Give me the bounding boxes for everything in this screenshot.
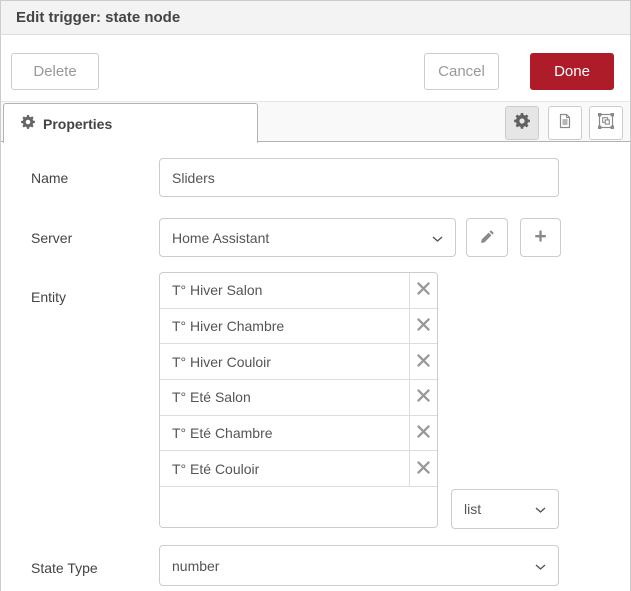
plus-icon: + [534, 224, 547, 248]
server-label: Server [31, 230, 73, 246]
chevron-down-icon [535, 558, 546, 574]
entity-item-row: T° Eté Salon [160, 380, 437, 416]
close-icon [417, 318, 430, 334]
entity-item-row: T° Hiver Couloir [160, 344, 437, 381]
toolbar-description-button[interactable] [548, 106, 582, 140]
server-select-value: Home Assistant [172, 229, 270, 246]
delete-button[interactable]: Delete [11, 53, 99, 90]
dialog-header: Edit trigger: state node [1, 1, 630, 35]
cancel-button[interactable]: Cancel [424, 53, 499, 90]
cog-icon [514, 112, 530, 134]
entity-item-value[interactable]: T° Hiver Chambre [172, 318, 285, 335]
tab-properties-label: Properties [43, 115, 113, 132]
entity-add-input[interactable] [160, 487, 437, 528]
chevron-down-icon [535, 501, 546, 517]
remove-entity-button[interactable] [409, 380, 437, 415]
close-icon [417, 425, 430, 441]
pencil-icon [480, 229, 495, 247]
entity-item-row: T° Eté Couloir [160, 451, 437, 488]
done-button[interactable]: Done [530, 53, 614, 90]
entity-list: T° Hiver Salon T° Hiver Chambre [159, 272, 438, 529]
add-server-button[interactable]: + [520, 218, 561, 257]
entity-item-row: T° Hiver Salon [160, 273, 437, 309]
state-type-label: State Type [31, 560, 98, 576]
entity-mode-value: list [464, 501, 482, 517]
file-text-icon [557, 113, 573, 134]
state-type-select[interactable]: number [159, 545, 559, 586]
entity-item-row: T° Eté Chambre [160, 415, 437, 452]
close-icon [417, 353, 430, 370]
tab-bar: Properties [1, 101, 630, 143]
entity-item-value[interactable]: T° Hiver Salon [172, 282, 263, 299]
name-label: Name [31, 170, 69, 186]
entity-rows: T° Hiver Salon T° Hiver Chambre [160, 273, 437, 488]
remove-entity-button[interactable] [409, 344, 437, 380]
entity-label: Entity [31, 289, 67, 305]
server-select[interactable]: Home Assistant [159, 218, 456, 257]
remove-entity-button[interactable] [409, 273, 437, 308]
dialog-title: Edit trigger: state node [16, 9, 181, 26]
tab-properties[interactable]: Properties [3, 103, 258, 143]
entity-item-value[interactable]: T° Eté Couloir [172, 460, 260, 477]
remove-entity-button[interactable] [409, 415, 437, 451]
remove-entity-button[interactable] [409, 451, 437, 487]
entity-item-row: T° Hiver Chambre [160, 308, 437, 345]
remove-entity-button[interactable] [409, 308, 437, 344]
toolbar-properties-button[interactable] [505, 106, 539, 140]
edit-server-button[interactable] [466, 218, 508, 257]
close-icon [417, 282, 430, 298]
close-icon [417, 389, 430, 405]
entity-item-value[interactable]: T° Eté Salon [172, 389, 251, 406]
object-group-icon [598, 112, 614, 134]
entity-item-value[interactable]: T° Hiver Couloir [172, 353, 271, 370]
state-type-value: number [172, 557, 220, 574]
close-icon [417, 460, 430, 477]
entity-item-value[interactable]: T° Eté Chambre [172, 425, 273, 442]
entity-mode-select[interactable]: list [451, 489, 559, 529]
chevron-down-icon [432, 230, 443, 246]
cog-icon [21, 115, 35, 132]
toolbar-appearance-button[interactable] [589, 106, 623, 140]
name-input[interactable] [159, 158, 559, 197]
